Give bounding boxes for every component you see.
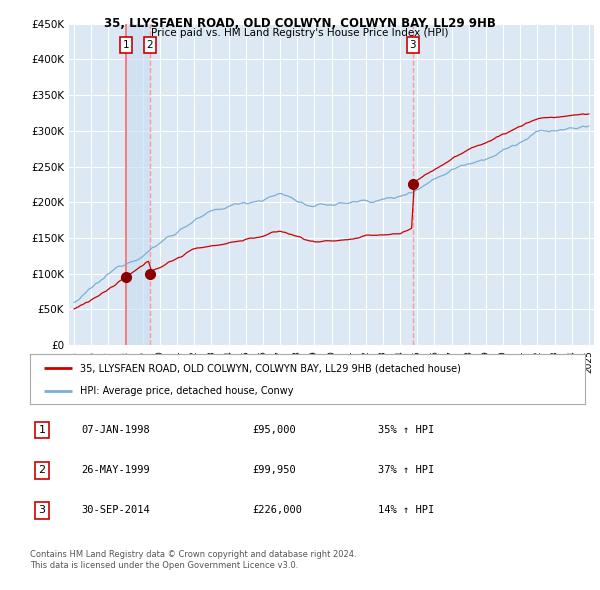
Text: £99,950: £99,950 — [252, 466, 296, 475]
Text: 3: 3 — [410, 40, 416, 50]
Bar — [126, 24, 149, 345]
Text: £95,000: £95,000 — [252, 425, 296, 435]
Text: 3: 3 — [38, 506, 46, 515]
Text: Contains HM Land Registry data © Crown copyright and database right 2024.: Contains HM Land Registry data © Crown c… — [30, 550, 356, 559]
Text: 26-MAY-1999: 26-MAY-1999 — [81, 466, 150, 475]
Text: HPI: Average price, detached house, Conwy: HPI: Average price, detached house, Conw… — [80, 386, 293, 396]
Text: 35% ↑ HPI: 35% ↑ HPI — [378, 425, 434, 435]
Text: 37% ↑ HPI: 37% ↑ HPI — [378, 466, 434, 475]
Text: 1: 1 — [38, 425, 46, 435]
Text: This data is licensed under the Open Government Licence v3.0.: This data is licensed under the Open Gov… — [30, 560, 298, 569]
Text: 35, LLYSFAEN ROAD, OLD COLWYN, COLWYN BAY, LL29 9HB (detached house): 35, LLYSFAEN ROAD, OLD COLWYN, COLWYN BA… — [80, 363, 461, 373]
Text: £226,000: £226,000 — [252, 506, 302, 515]
Text: 30-SEP-2014: 30-SEP-2014 — [81, 506, 150, 515]
Text: 2: 2 — [146, 40, 153, 50]
Text: 14% ↑ HPI: 14% ↑ HPI — [378, 506, 434, 515]
Text: 07-JAN-1998: 07-JAN-1998 — [81, 425, 150, 435]
Text: 35, LLYSFAEN ROAD, OLD COLWYN, COLWYN BAY, LL29 9HB: 35, LLYSFAEN ROAD, OLD COLWYN, COLWYN BA… — [104, 17, 496, 30]
Text: 2: 2 — [38, 466, 46, 475]
Text: Price paid vs. HM Land Registry's House Price Index (HPI): Price paid vs. HM Land Registry's House … — [151, 28, 449, 38]
Text: 1: 1 — [122, 40, 129, 50]
